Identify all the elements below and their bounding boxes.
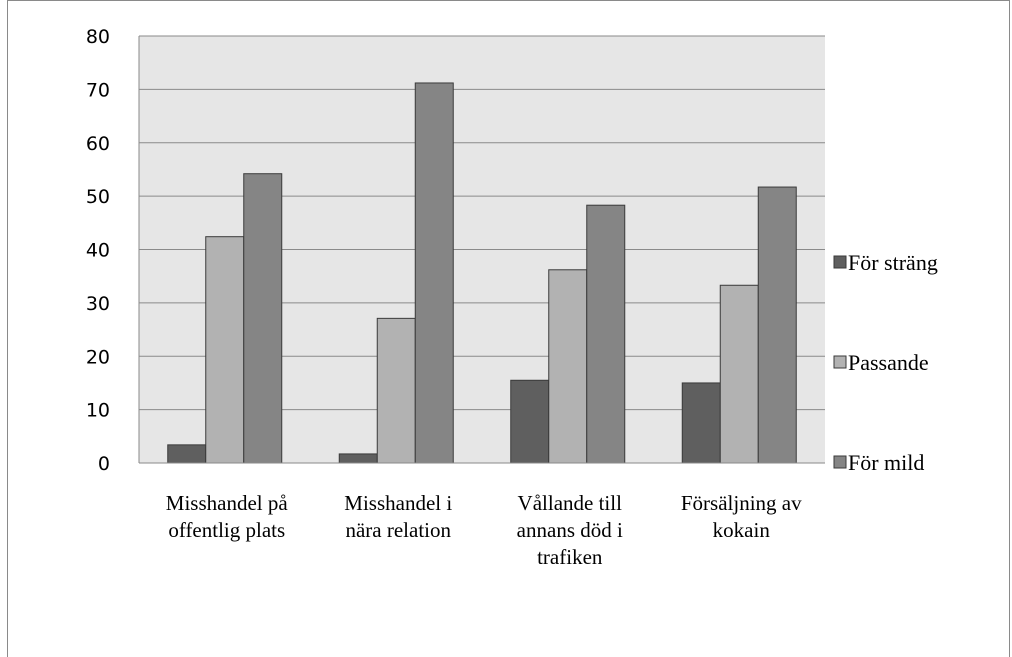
y-tick-label: 50 [86,186,110,208]
bar-passande-2 [548,269,588,464]
category-label-line: trafiken [537,545,603,569]
bar-för-sträng-2 [510,379,550,464]
category-label: Misshandel på offentlig plats [166,491,289,542]
category-label-line: Vållande till [518,491,623,515]
y-tick-label: 20 [86,346,110,368]
bar-för-sträng-1 [338,453,378,464]
category-label: Försäljning av kokain [681,491,802,542]
bar-passande-1 [376,317,416,464]
bar-för-mild-0 [243,173,283,464]
legend-label: För mild [848,450,924,475]
legend-swatch [833,455,847,469]
y-tick-label: 10 [86,400,110,422]
y-tick-label: 70 [86,79,110,101]
y-tick-label: 80 [86,26,110,48]
y-tick-label: 0 [98,453,110,475]
bars [167,82,797,464]
legend-label: För sträng [848,250,938,275]
category-labels: Misshandel på offentlig plats Misshandel i… [166,491,802,569]
legend-swatch [833,355,847,369]
legend-swatch [833,255,847,269]
category-label: Vållande till annans död i trafiken [517,491,623,569]
bar-för-mild-2 [586,204,626,464]
category-label-line: annans död i [517,518,623,542]
y-tick-label: 40 [86,240,110,262]
category-label-line: Misshandel på [166,491,289,515]
legend-label: Passande [848,350,929,375]
bar-passande-0 [205,236,245,464]
category-label-line: kokain [713,518,771,542]
category-label-line: offentlig plats [168,518,285,542]
legend: För sträng Passande För mild [833,250,938,475]
y-axis-tick-labels: 0 10 20 30 40 50 60 70 80 [86,26,110,475]
bar-för-mild-3 [757,186,797,464]
bar-för-sträng-3 [681,382,721,464]
category-label-line: Försäljning av [681,491,802,515]
bar-passande-3 [719,284,759,464]
bar-för-sträng-0 [167,444,207,464]
category-label-line: Misshandel i [344,491,452,515]
y-tick-label: 30 [86,293,110,315]
category-label: Misshandel i nära relation [344,491,452,542]
bar-för-mild-1 [414,82,454,464]
y-tick-label: 60 [86,133,110,155]
category-label-line: nära relation [345,518,451,542]
